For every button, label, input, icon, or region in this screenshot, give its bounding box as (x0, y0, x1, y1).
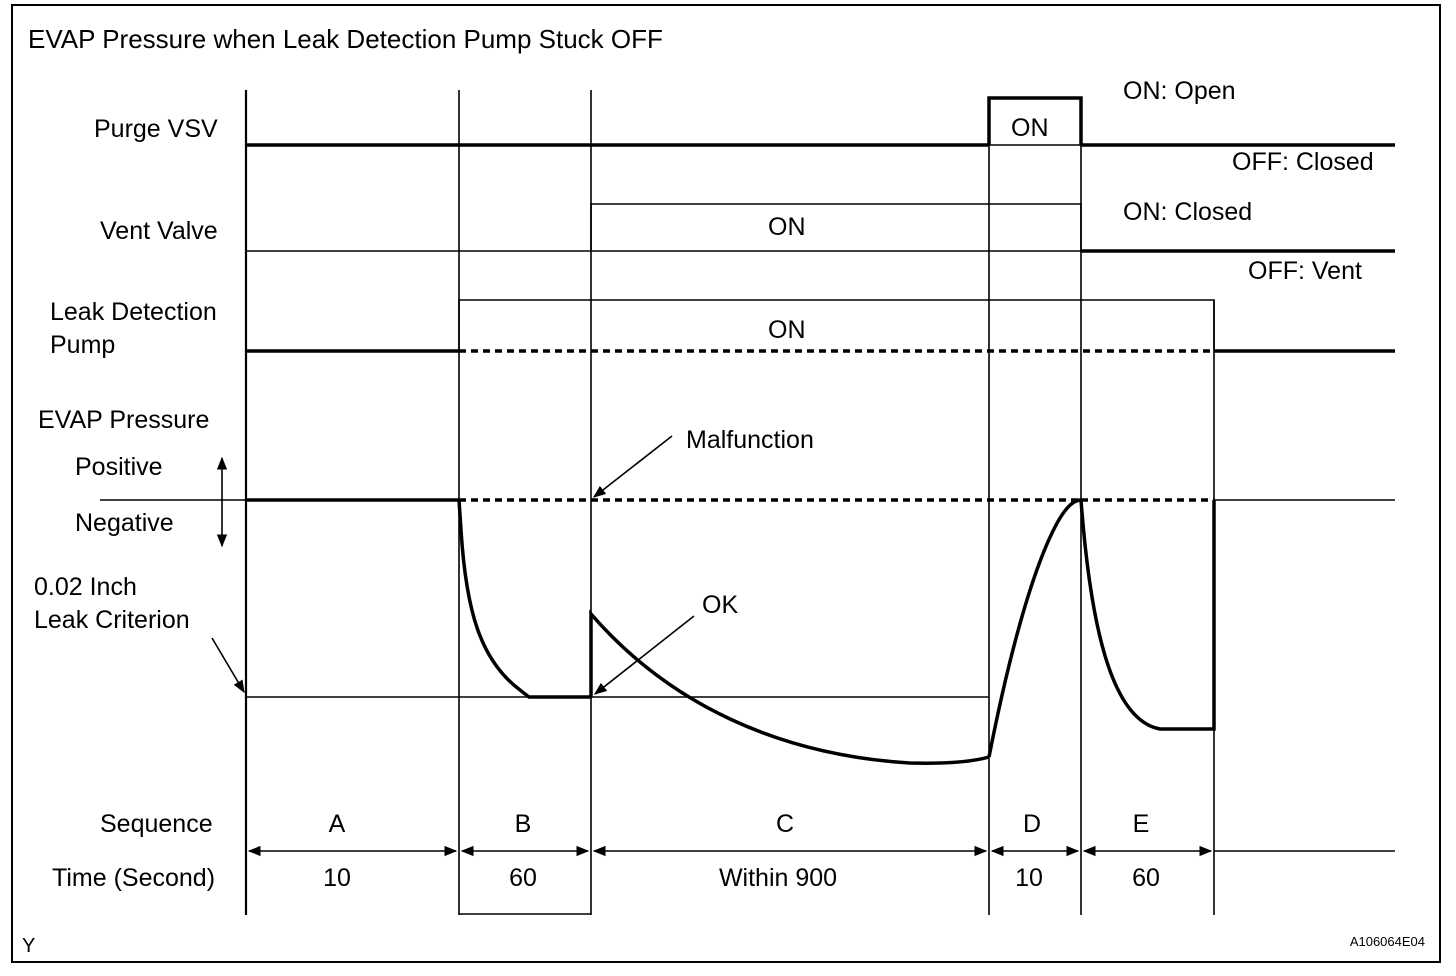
time-e-value: 60 (1132, 864, 1160, 892)
purge-vsv-label: Purge VSV (94, 115, 218, 143)
criterion-pointer-arrow (211, 637, 245, 694)
ok-pointer-arrow (593, 615, 695, 695)
footer-left-code: Y (22, 935, 35, 957)
ok-label: OK (702, 591, 738, 619)
diagram-title: EVAP Pressure when Leak Detection Pump S… (28, 24, 663, 54)
pressure-curve-c (589, 609, 990, 765)
evap-pressure-label: EVAP Pressure (38, 406, 209, 434)
time-row-label: Time (Second) (52, 864, 215, 892)
positive-label: Positive (75, 453, 163, 481)
time-b-value: 60 (509, 864, 537, 892)
negative-label: Negative (75, 509, 174, 537)
vent-on-meaning: ON: Closed (1123, 198, 1252, 226)
pump-label-line2: Pump (50, 331, 115, 359)
sequence-d-label: D (1023, 810, 1041, 838)
sequence-e-label: E (1133, 810, 1150, 838)
sequence-b-label: B (515, 810, 532, 838)
sequence-row-label: Sequence (100, 810, 213, 838)
footer-figure-id: A106064E04 (1350, 934, 1425, 949)
purge-on-meaning: ON: Open (1123, 77, 1236, 105)
pump-label-line1: Leak Detection (50, 298, 217, 326)
time-d-value: 10 (1015, 864, 1043, 892)
time-c-value: Within 900 (719, 864, 837, 892)
malfunction-label: Malfunction (686, 426, 814, 454)
purge-vsv-on-pulse (987, 96, 1083, 145)
criterion-label-line2: Leak Criterion (34, 606, 190, 634)
purge-vsv-on-text: ON (1011, 114, 1049, 142)
purge-off-meaning: OFF: Closed (1232, 148, 1374, 176)
diagram-frame (11, 4, 1441, 963)
pressure-curve-e (1079, 499, 1216, 731)
pressure-curve-d (987, 498, 1082, 758)
pressure-curve-b (457, 499, 591, 699)
pump-on-pulse (458, 299, 1215, 351)
time-a-value: 10 (323, 864, 351, 892)
malfunction-pointer-arrow (592, 435, 673, 498)
sequence-a-label: A (329, 810, 346, 838)
pump-on-text: ON (768, 316, 806, 344)
vent-valve-on-text: ON (768, 213, 806, 241)
criterion-label-line1: 0.02 Inch (34, 573, 137, 601)
vent-off-meaning: OFF: Vent (1248, 257, 1362, 285)
vent-valve-on-pulse (590, 203, 1082, 251)
vent-valve-label: Vent Valve (100, 217, 218, 245)
sequence-c-label: C (776, 810, 794, 838)
